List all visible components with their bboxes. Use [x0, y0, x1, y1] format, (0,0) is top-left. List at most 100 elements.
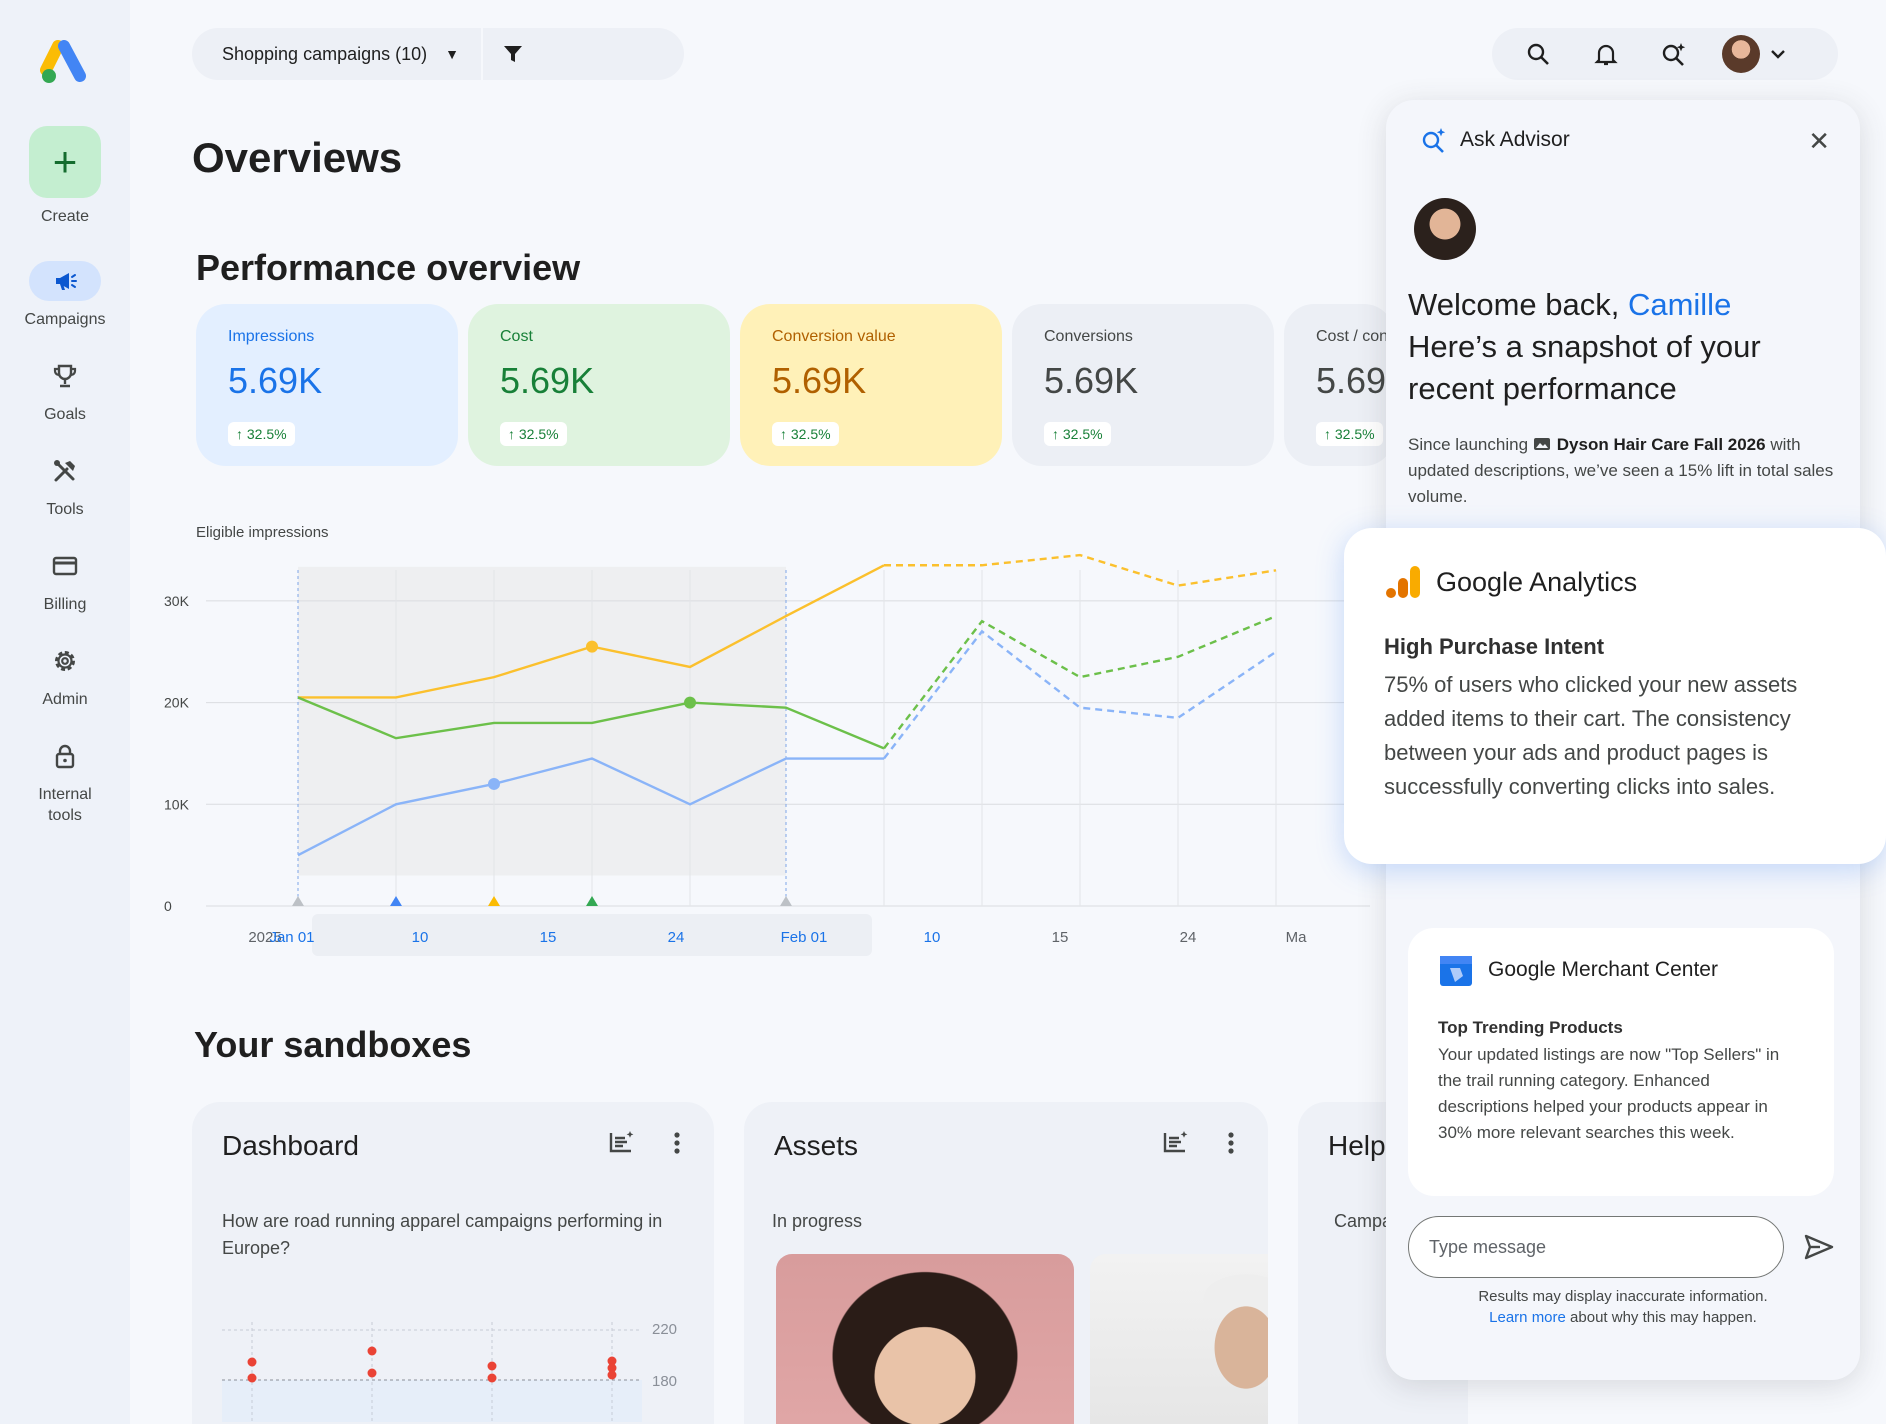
- notifications-button[interactable]: [1572, 28, 1640, 80]
- ask-advisor-button[interactable]: [1640, 28, 1708, 80]
- disclaimer-line: Results may display inaccurate informati…: [1478, 1288, 1768, 1305]
- performance-overview-title: Performance overview: [196, 247, 581, 288]
- sandbox-card-dashboard[interactable]: Dashboard How are road running apparel c…: [192, 1102, 714, 1424]
- avatar[interactable]: [1722, 35, 1760, 73]
- merchant-center-title: Google Merchant Center: [1488, 958, 1718, 981]
- sandbox-card-assets[interactable]: Assets In progress: [744, 1102, 1268, 1424]
- spark-search-icon: [1422, 128, 1446, 153]
- nav-item-admin[interactable]: Admin: [29, 641, 101, 710]
- billing-icon: [52, 556, 78, 576]
- data-point: [586, 640, 598, 653]
- nav-item-tools[interactable]: Tools: [29, 451, 101, 520]
- close-button[interactable]: ✕: [1808, 126, 1830, 157]
- tools-icon: [54, 460, 75, 482]
- x-tick-label: 2025: [248, 929, 281, 946]
- spark-search-icon: [1662, 43, 1686, 66]
- x-tick-label: 15: [540, 929, 557, 946]
- gear-icon: [55, 651, 75, 671]
- since-prefix: Since launching: [1408, 435, 1533, 454]
- chart-y-label: Eligible impressions: [196, 524, 329, 541]
- nav-item-billing[interactable]: Billing: [29, 546, 101, 615]
- create-item[interactable]: + Create: [29, 86, 101, 227]
- filter-button[interactable]: [483, 28, 543, 80]
- kpi-value: 5.69K: [228, 360, 323, 401]
- message-input[interactable]: [1408, 1216, 1784, 1278]
- sandboxes-title: Your sandboxes: [194, 1024, 472, 1065]
- more-vert-icon[interactable]: [674, 1131, 680, 1155]
- side-navigation: + Create Campaigns Goals: [0, 0, 130, 1424]
- kpi-label: Conversions: [1044, 328, 1133, 345]
- search-button[interactable]: [1504, 28, 1572, 80]
- kpi-value: 5.69K: [772, 360, 867, 401]
- data-point: [684, 696, 696, 709]
- event-marker: [390, 896, 402, 906]
- event-marker: [488, 896, 500, 906]
- kpi-label: Cost / con: [1316, 328, 1389, 345]
- kpi-value: 5.69K: [1044, 360, 1139, 401]
- series-line: [297, 757, 884, 857]
- create-label: Create: [40, 208, 90, 225]
- x-tick-label: 24: [1180, 929, 1197, 946]
- campaign-name[interactable]: Dyson Hair Care Fall 2026: [1556, 435, 1766, 454]
- asset-image-sunglasses[interactable]: [1090, 1254, 1268, 1424]
- performance-chart[interactable]: Eligible impressions 0 10K 20K 30K 2025 Jan 0…: [130, 510, 1370, 970]
- more-vert-icon[interactable]: [1228, 1131, 1234, 1155]
- bell-icon: [1594, 44, 1618, 66]
- insights-icon[interactable]: [608, 1130, 636, 1156]
- campaign-selector[interactable]: Shopping campaigns (10) ▼: [192, 28, 483, 80]
- send-icon[interactable]: [1802, 1230, 1836, 1264]
- x-tick-label: 10: [924, 929, 941, 946]
- google-ads-logo[interactable]: [40, 40, 90, 86]
- page-title: Overviews: [192, 134, 403, 181]
- learn-more-link[interactable]: Learn more: [1489, 1309, 1566, 1326]
- kpi-card-impressions[interactable]: Impressions 5.69K ↑ 32.5%: [196, 304, 458, 466]
- user-photo: [1414, 198, 1476, 260]
- sandbox-card-body: Campa: [1334, 1211, 1393, 1231]
- event-marker: [586, 896, 598, 906]
- filter-icon: [504, 46, 522, 62]
- account-menu[interactable]: [1722, 35, 1786, 73]
- nav-item-internal-tools[interactable]: Internal tools: [29, 736, 101, 826]
- kpi-card-cost-per-conversion[interactable]: Cost / con 5.69 ↑ 32.5%: [1284, 304, 1394, 466]
- kpi-card-conversion-value[interactable]: Conversion value 5.69K ↑ 32.5%: [740, 304, 1002, 466]
- nav-label-internal-tools: Internal tools: [38, 786, 92, 824]
- nav-item-goals[interactable]: Goals: [29, 356, 101, 425]
- merchant-center-body: Your updated listings are now "Top Selle…: [1438, 1045, 1780, 1142]
- nav-label-tools: Tools: [46, 501, 84, 518]
- campaigns-icon: [56, 273, 77, 290]
- launch-summary: Since launching Dyson Hair Care Fall 202…: [1408, 432, 1848, 510]
- insights-icon[interactable]: [1162, 1130, 1190, 1156]
- nav-label-goals: Goals: [44, 406, 86, 423]
- x-tick-label: 10: [412, 929, 429, 946]
- sandbox-card-body: How are road running apparel campaigns p…: [222, 1211, 663, 1258]
- create-button[interactable]: +: [29, 126, 101, 198]
- asset-image-portrait[interactable]: [776, 1254, 1074, 1424]
- mini-scatter-chart: 220 180: [222, 1321, 677, 1422]
- google-analytics-subtitle: High Purchase Intent: [1384, 634, 1605, 659]
- kpi-label: Cost: [500, 328, 533, 345]
- merchant-center-card[interactable]: Google Merchant Center Top Trending Prod…: [1408, 928, 1834, 1196]
- series-line: [297, 696, 885, 750]
- kpi-value: 5.69K: [500, 360, 595, 401]
- series-line-forecast: [883, 629, 1277, 760]
- google-analytics-card[interactable]: Google Analytics High Purchase Intent 75…: [1344, 528, 1886, 864]
- y-tick-label: 30K: [164, 593, 190, 609]
- advisor-title: Ask Advisor: [1460, 128, 1570, 151]
- event-marker: [780, 896, 792, 906]
- nav-item-campaigns[interactable]: Campaigns: [25, 261, 105, 330]
- google-analytics-title: Google Analytics: [1436, 566, 1638, 597]
- sandbox-card-title: Help: [1328, 1130, 1386, 1161]
- close-icon: ✕: [1808, 126, 1830, 156]
- top-actions: [1492, 28, 1838, 80]
- mini-chart-tick: 220: [652, 1321, 677, 1338]
- highlight-band: [298, 566, 786, 876]
- nav-label-billing: Billing: [43, 596, 87, 613]
- welcome-rest: Here’s a snapshot of your recent perform…: [1408, 329, 1761, 406]
- y-tick-label: 10K: [164, 796, 190, 812]
- sandbox-card-body: In progress: [772, 1211, 863, 1231]
- kpi-card-conversions[interactable]: Conversions 5.69K ↑ 32.5%: [1012, 304, 1274, 466]
- kpi-card-cost[interactable]: Cost 5.69K ↑ 32.5%: [468, 304, 730, 466]
- series-line-forecast: [884, 553, 1277, 587]
- y-tick-label: 20K: [164, 695, 190, 711]
